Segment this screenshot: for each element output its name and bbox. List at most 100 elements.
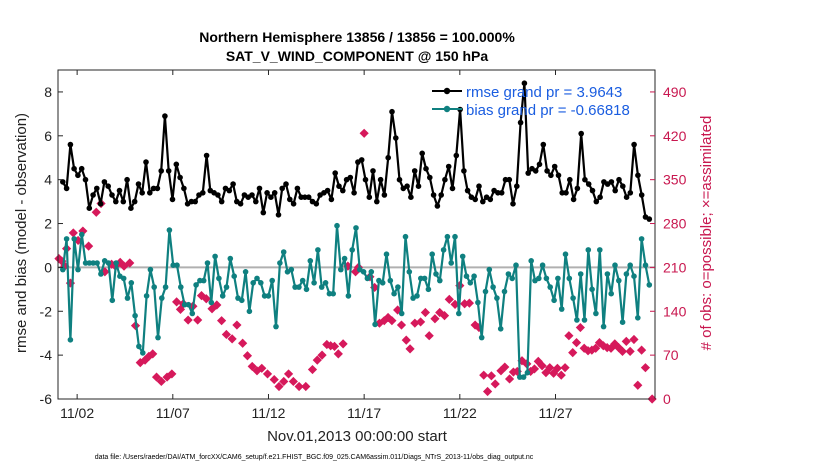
bias-point [67, 337, 74, 343]
obs-count-marker [571, 338, 582, 348]
bias-point [402, 233, 409, 240]
rmse-point [442, 176, 448, 183]
bias-point [543, 275, 550, 282]
obs-count-marker [379, 316, 389, 326]
bias-point [360, 269, 367, 275]
rmse-point [445, 163, 452, 170]
obs-count-marker [283, 369, 294, 379]
obs-count-marker [621, 336, 631, 346]
bias-point [212, 253, 218, 260]
obs-count-marker [486, 371, 496, 381]
bias-point [140, 350, 146, 356]
bias-point [574, 317, 580, 323]
bias-point [570, 295, 576, 301]
bias-point [254, 275, 260, 282]
rmse-point [218, 198, 225, 205]
bias-point [246, 308, 253, 315]
bias-point [71, 236, 77, 242]
obs-count-marker [500, 362, 510, 372]
bias-point [475, 299, 481, 306]
rmse-point [627, 190, 634, 196]
bias-point [303, 286, 310, 293]
obs-count-marker [172, 297, 182, 307]
rmse-point [283, 181, 289, 187]
plot-frame [57, 69, 656, 400]
bias-point [159, 295, 165, 301]
obs-count-marker [490, 379, 500, 389]
rmse-point [404, 183, 410, 189]
bias-point [398, 310, 405, 317]
x-tick-label: 11/22 [443, 405, 477, 421]
obs-count-marker [464, 298, 474, 308]
rmse-point [377, 176, 384, 183]
y-tick-label: 4 [44, 172, 52, 188]
rmse-point [517, 119, 524, 126]
rmse-point [97, 201, 104, 207]
bias-point [90, 260, 96, 266]
rmse-point [506, 176, 513, 183]
bias-point [497, 326, 504, 332]
y-tick-label: 2 [44, 216, 52, 232]
obs-count-marker [312, 355, 322, 365]
rmse-point [623, 194, 630, 200]
bias-point [353, 225, 359, 231]
x-tick-label: 11/12 [251, 405, 285, 421]
bias-point [627, 262, 633, 269]
obs-count-marker [329, 341, 340, 351]
bias-point [75, 266, 81, 273]
obs-count-marker [512, 366, 522, 377]
rmse-point [461, 168, 467, 174]
bias-point [132, 312, 138, 319]
rmse-point [143, 159, 149, 165]
rmse-point [525, 170, 531, 176]
bias-point [539, 262, 546, 269]
rmse-point [313, 201, 320, 207]
obs-count-marker [65, 278, 76, 288]
obs-count-marker [541, 368, 551, 378]
bias-point [147, 266, 154, 273]
obs-count-marker [460, 299, 470, 309]
rmse-point [567, 176, 573, 183]
obs-count-marker [533, 356, 543, 366]
obs-count-marker [279, 376, 289, 387]
bias-point [120, 275, 127, 282]
bias-point [223, 284, 230, 290]
rmse-point [192, 198, 198, 205]
rmse-point [427, 174, 433, 181]
rmse-point [165, 168, 172, 174]
bias-point [94, 260, 100, 266]
bias-point [585, 247, 592, 253]
bias-point [181, 301, 188, 308]
obs-count-marker [606, 343, 616, 353]
y-right-tick-label: 350 [663, 172, 687, 188]
rmse-point [540, 141, 547, 148]
bias-point [345, 293, 352, 299]
rmse-point [381, 192, 388, 198]
rmse-point [113, 198, 119, 205]
bias-point [105, 260, 112, 266]
rmse-point [548, 172, 554, 179]
y-right-tick-label: 140 [663, 303, 687, 319]
obs-count-marker [217, 316, 227, 326]
bias-point [604, 271, 611, 277]
rmse-point [116, 187, 123, 194]
rmse-point [358, 157, 365, 163]
bias-point [593, 310, 599, 317]
rmse-point [135, 181, 142, 187]
rmse-point [181, 185, 187, 192]
rmse-point [464, 187, 471, 194]
rmse-point [264, 190, 270, 196]
rmse-point [177, 174, 183, 181]
obs-count-marker [91, 207, 101, 217]
y-right-tick-label: 420 [663, 128, 687, 144]
rmse-point [200, 190, 206, 196]
obs-count-marker [162, 372, 172, 382]
bias-point [269, 277, 276, 284]
bias-point [330, 290, 337, 297]
obs-count-marker [416, 317, 426, 327]
obs-count-marker [579, 343, 589, 353]
obs-count-marker [307, 364, 318, 375]
bias-point [166, 227, 173, 233]
rmse-point [635, 172, 641, 179]
